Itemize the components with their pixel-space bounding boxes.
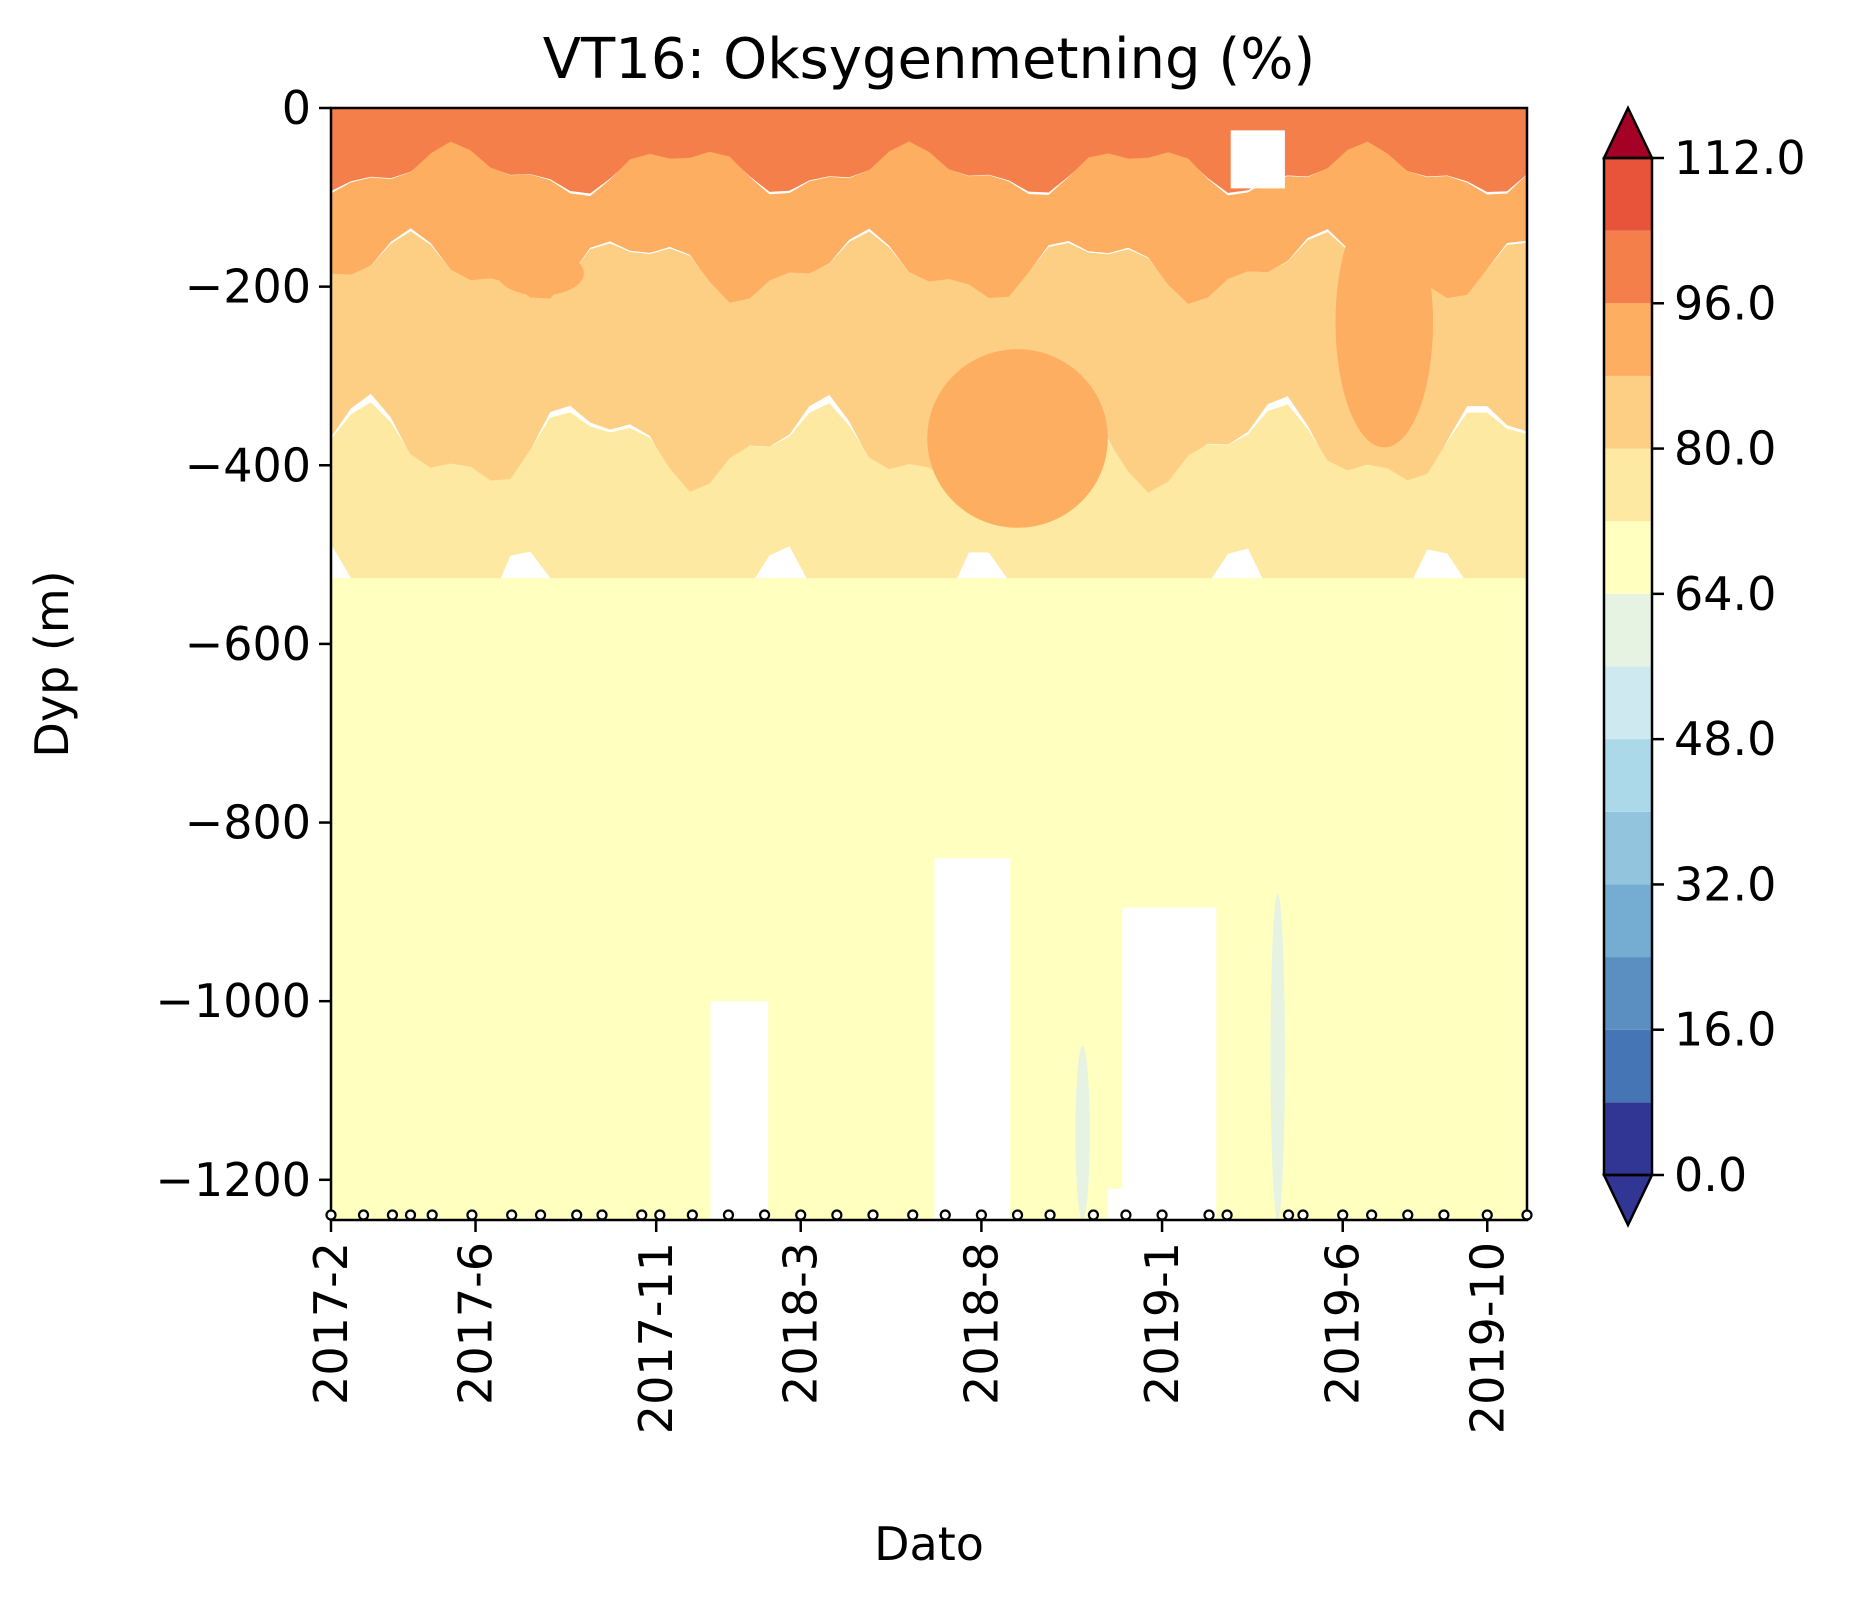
- sample-point: [534, 1209, 547, 1221]
- y-tick-label: −1200: [155, 1153, 311, 1207]
- colorbar-band: [1604, 303, 1652, 376]
- y-tick-label: −600: [185, 617, 311, 671]
- colorbar-extend-min: [1602, 1173, 1654, 1228]
- colorbar-band: [1604, 811, 1652, 885]
- sample-point: [1011, 1209, 1024, 1221]
- sample-point: [386, 1209, 399, 1221]
- contour-blob: [927, 349, 1108, 528]
- colorbar-band: [1604, 375, 1652, 449]
- x-tick-label: 2018-3: [774, 1242, 828, 1405]
- y-tick-label: −200: [185, 260, 311, 314]
- sample-point: [571, 1209, 583, 1221]
- colorbar-band: [1604, 1102, 1652, 1175]
- sample-point: [506, 1209, 518, 1221]
- no-data-region: [934, 858, 1011, 1220]
- sample-point: [1438, 1209, 1450, 1221]
- sample-point: [686, 1209, 698, 1221]
- colorbar: 0.0 16.0 32.0 48.0 64.0 80.0 96.0 112.0: [1602, 105, 1806, 1228]
- colorbar-band: [1604, 158, 1652, 231]
- contour-band: [331, 231, 1527, 502]
- x-tick-label: 2017-11: [629, 1242, 683, 1434]
- sample-point: [795, 1209, 807, 1221]
- sample-point: [1203, 1209, 1215, 1221]
- y-tick-label: 0: [282, 81, 311, 135]
- x-tick-label: 2018-8: [954, 1242, 1008, 1405]
- colorbar-band: [1604, 957, 1652, 1030]
- contour-blob: [497, 250, 584, 296]
- x-tick-label: 2019-6: [1316, 1242, 1370, 1405]
- sample-point: [596, 1209, 608, 1221]
- plot-area: [331, 108, 1527, 1220]
- sample-point: [466, 1209, 478, 1221]
- sample-point: [758, 1209, 771, 1221]
- heatmap-fill: [331, 108, 1527, 1220]
- colorbar-extend-max: [1602, 105, 1654, 160]
- colorbar-band: [1604, 593, 1652, 667]
- sample-point: [636, 1209, 648, 1221]
- sample-point: [1402, 1209, 1414, 1221]
- colorbar-tick-label: 32.0: [1674, 857, 1776, 911]
- contour-blob: [1335, 197, 1434, 448]
- axes: 0 −200 −400 −600 −800 −1000 −1200 2017-2 2017-6 2…: [155, 81, 1533, 1434]
- colorbar-band: [1604, 1029, 1652, 1103]
- contour-band: [331, 578, 1527, 1220]
- sample-point: [939, 1209, 951, 1221]
- sample-point: [404, 1209, 417, 1221]
- sample-point: [1521, 1209, 1533, 1221]
- colorbar-tick-label: 64.0: [1674, 567, 1776, 621]
- x-axis-label: Dato: [874, 1517, 984, 1571]
- sample-point: [1297, 1209, 1309, 1221]
- sample-point: [1366, 1209, 1378, 1221]
- x-tick-label: 2017-2: [304, 1242, 358, 1405]
- sample-point: [325, 1209, 337, 1221]
- colorbar-band: [1604, 666, 1652, 740]
- colorbar-tick-label: 48.0: [1674, 712, 1776, 766]
- sample-point: [975, 1209, 987, 1221]
- colorbar-tick-label: 80.0: [1674, 422, 1776, 476]
- sample-point: [426, 1209, 438, 1221]
- y-tick-label: −400: [185, 438, 311, 492]
- sample-point: [1221, 1209, 1233, 1221]
- x-tick-label: 2019-10: [1460, 1242, 1514, 1434]
- no-data-region: [1230, 130, 1285, 189]
- sample-point: [1481, 1209, 1493, 1221]
- colorbar-band: [1604, 884, 1652, 958]
- colorbar-tick-label: 0.0: [1674, 1148, 1747, 1202]
- colorbar-band: [1604, 739, 1652, 812]
- x-tick-label: 2019-1: [1135, 1242, 1189, 1405]
- sample-point: [907, 1209, 919, 1221]
- x-tick-label: 2017-6: [449, 1242, 503, 1405]
- sample-point: [1282, 1209, 1295, 1221]
- sample-point: [1156, 1209, 1168, 1221]
- sample-point: [654, 1209, 666, 1221]
- sample-point: [1337, 1209, 1349, 1221]
- chart-title: VT16: Oksygenmetning (%): [543, 27, 1316, 92]
- contour-band: [331, 108, 1527, 194]
- colorbar-frame: [1602, 156, 1654, 1177]
- no-data-region: [710, 1001, 769, 1220]
- contour-band: [331, 141, 1527, 307]
- plot-frame: [329, 106, 1529, 1222]
- colorbar-tick-label: 96.0: [1674, 276, 1776, 330]
- sample-point: [867, 1209, 879, 1221]
- colorbar-tick-label: 16.0: [1674, 1003, 1776, 1057]
- sample-point: [831, 1209, 843, 1221]
- contour-blob: [1270, 893, 1285, 1220]
- sample-point: [357, 1209, 370, 1221]
- colorbar-band: [1604, 230, 1652, 304]
- sample-point: [1044, 1209, 1056, 1221]
- no-data-region: [1122, 907, 1217, 1220]
- contour-blob: [1075, 1045, 1090, 1220]
- colorbar-band: [1604, 521, 1652, 594]
- colorbar-band: [1604, 448, 1652, 522]
- sample-point: [1087, 1209, 1100, 1221]
- y-axis-label: Dyp (m): [25, 570, 79, 757]
- colorbar-tick-label: 112.0: [1674, 131, 1806, 185]
- y-tick-label: −1000: [155, 974, 311, 1028]
- sample-point: [1120, 1209, 1132, 1221]
- sample-point: [722, 1209, 735, 1221]
- y-tick-label: −800: [185, 796, 311, 850]
